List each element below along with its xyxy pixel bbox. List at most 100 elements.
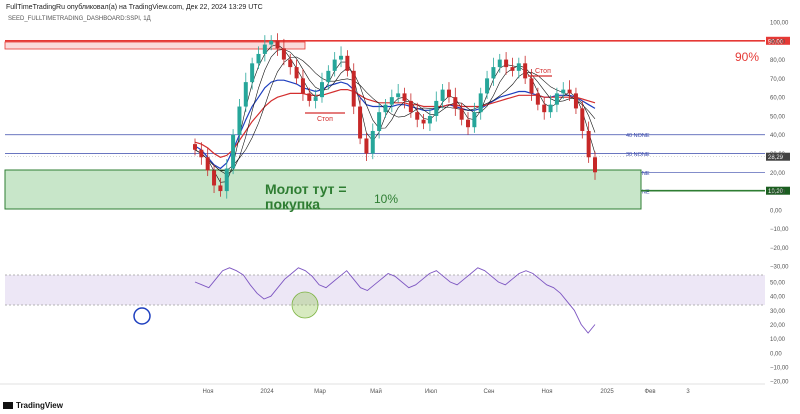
tradingview-logo[interactable]: TradingView: [3, 401, 63, 410]
candle-body: [275, 40, 280, 49]
time-axis-label: 3: [686, 389, 690, 395]
candle-body: [434, 100, 439, 116]
candle-body: [548, 104, 553, 113]
price-axis-label: 20,00: [770, 171, 786, 177]
candle-body: [383, 104, 388, 113]
candle-body: [205, 157, 210, 171]
candle-body: [593, 157, 597, 173]
time-axis-label: Сен: [484, 389, 495, 395]
level-price-tag-text: 10,20: [768, 189, 784, 195]
price-axis-label: 70,00: [770, 77, 786, 83]
rsi-line: [194, 267, 596, 334]
price-axis-label: 100,00: [770, 21, 789, 27]
candle-body: [199, 149, 204, 158]
candle-body: [269, 40, 274, 45]
candle-body: [415, 112, 420, 120]
price-axis-label: 0,00: [770, 208, 782, 214]
candle-body: [224, 168, 229, 192]
candle-body: [288, 59, 293, 68]
candle-body: [510, 67, 515, 71]
candle-body: [580, 108, 585, 131]
candle-body: [300, 78, 305, 94]
candle-body: [567, 89, 572, 94]
hammer-text-line2: покупка: [265, 196, 320, 212]
time-axis[interactable]: Ноя 2024 Мар Май Июл Сен Ноя 2025 Фев 3: [203, 388, 691, 395]
price-axis-label: 60,00: [770, 96, 786, 102]
candle-body: [586, 130, 591, 158]
publisher-line: FullTimeTradingRu опубликовал(а) на Trad…: [6, 4, 263, 11]
brand-name: TradingView: [16, 401, 63, 410]
level-price-tag: [766, 186, 790, 195]
candle-body: [212, 170, 217, 186]
candle-body: [459, 108, 464, 120]
time-axis-label: 2025: [600, 389, 614, 395]
time-axis-label: Июл: [425, 389, 438, 395]
pct-10-label: 10%: [374, 192, 398, 206]
candle-body: [561, 89, 566, 94]
candle-body: [345, 55, 350, 71]
price-axis-label: 30,00: [770, 152, 786, 158]
level-price-tag-text: 90,00: [768, 39, 784, 45]
price-axis-label: 40,00: [770, 133, 786, 139]
candle-body: [281, 48, 286, 60]
indicator-axis-label: 30,00: [770, 309, 786, 315]
price-axis-label: 80,00: [770, 58, 786, 64]
tradingview-icon: [3, 402, 13, 410]
time-axis-label: Май: [370, 388, 382, 395]
indicator-axis-label: 20,00: [770, 323, 786, 329]
hammer-text-line1: Молот тут =: [265, 181, 347, 197]
indicator-axis-label: 40,00: [770, 295, 786, 301]
current-price-tag-text: 28,29: [768, 155, 784, 161]
buy-zone: [4, 169, 642, 210]
candle-body: [358, 106, 363, 139]
candle-body: [440, 89, 445, 101]
rsi-band: [5, 275, 765, 305]
candle-body: [573, 93, 578, 109]
ema-line: [194, 89, 596, 158]
candle-body: [472, 112, 477, 128]
candle-body: [351, 70, 356, 107]
candle-body: [256, 53, 261, 64]
price-axis[interactable]: 100,00 90,00 80,00 70,00 60,00 50,00 40,00 30,0…: [770, 21, 789, 271]
symbol-line: SEED_FULLTIMETRADING_DASHBOARD:SSPI, 1Д: [8, 16, 151, 22]
candle-body: [491, 67, 496, 79]
stop-label-left: Стоп: [317, 116, 333, 123]
candle-body: [453, 97, 458, 109]
price-axis-label: 90,00: [770, 39, 786, 45]
time-axis-label: 2024: [260, 389, 274, 395]
candle-body: [389, 97, 394, 105]
candle-body: [396, 93, 401, 98]
price-axis-label: −10,00: [770, 227, 789, 233]
candle-body: [218, 185, 223, 192]
price-axis-label: −30,00: [770, 265, 789, 271]
indicator-axis-label: 10,00: [770, 337, 786, 343]
candle-body: [497, 59, 502, 68]
candle-body: [313, 97, 318, 101]
time-axis-label: Мар: [314, 389, 326, 395]
candle-body: [402, 93, 407, 101]
candle-body: [319, 82, 324, 98]
price-axis-label: 50,00: [770, 114, 786, 120]
candle-body: [294, 67, 299, 79]
candle-body: [231, 134, 236, 169]
current-price-tag: [766, 152, 790, 161]
indicator-axis[interactable]: 50,00 40,00 30,00 20,00 10,00 0,00 −10,00 −20,0…: [770, 281, 789, 386]
candle-body: [243, 82, 248, 107]
candle-body: [542, 104, 547, 113]
ema-line: [194, 79, 596, 170]
candle-body: [408, 100, 413, 113]
candle-body: [262, 44, 267, 54]
pct-90-label: 90%: [735, 50, 759, 64]
candle-body: [377, 112, 382, 131]
candle-body: [364, 138, 369, 154]
candle-body: [237, 106, 242, 135]
candle-body: [307, 93, 312, 101]
ma-ribbon-line: [194, 44, 596, 183]
candle-body: [485, 78, 490, 94]
candle-body: [516, 63, 521, 71]
candle-body: [332, 59, 337, 71]
ma-ribbon-line: [194, 56, 596, 172]
candle-body: [535, 93, 540, 105]
candle-body: [193, 144, 197, 150]
